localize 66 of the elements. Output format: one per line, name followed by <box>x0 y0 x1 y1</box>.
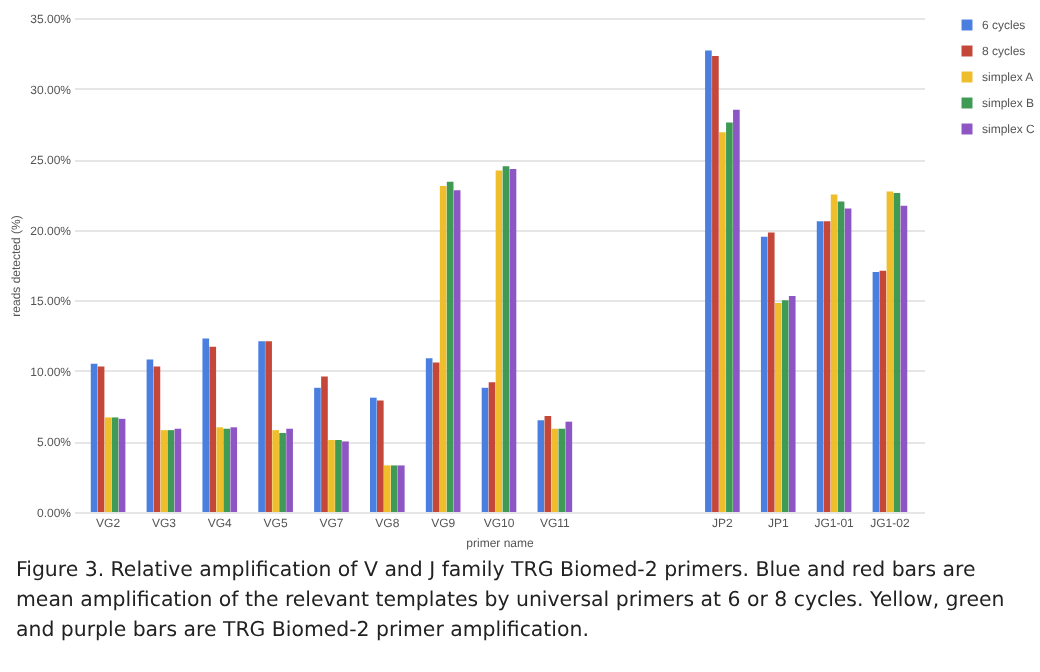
bar <box>726 122 733 512</box>
bar <box>844 208 852 512</box>
bar <box>537 420 545 512</box>
caption: Figure 3. Relative amplification of V and J family TRG Biomed-2 primers. Blue and red bars are mean amplification of the relevant templates by universal primers at 6 or 8 cycles. Yellow, green and purple bars are TRG Biomed-2 primer amplification. <box>16 558 1007 646</box>
bar <box>258 341 265 512</box>
bar <box>174 428 182 512</box>
bar <box>879 270 887 512</box>
bar <box>328 440 335 512</box>
bar <box>146 359 154 512</box>
bar <box>223 428 231 512</box>
bar <box>781 300 789 512</box>
bar <box>383 465 391 512</box>
bar <box>425 358 433 512</box>
bar <box>509 169 517 512</box>
bar <box>872 272 880 512</box>
bar <box>774 303 782 512</box>
bar <box>788 296 796 512</box>
bar <box>230 427 238 512</box>
bar <box>488 382 496 512</box>
bar <box>209 346 217 512</box>
bar <box>733 109 740 512</box>
bar <box>439 185 447 512</box>
bar <box>279 432 286 512</box>
bar <box>558 428 566 512</box>
bar <box>719 132 726 512</box>
bar <box>446 181 454 512</box>
bar <box>369 397 377 512</box>
bar <box>321 376 328 512</box>
bar <box>551 428 559 512</box>
bar <box>397 465 405 512</box>
bar <box>390 465 398 512</box>
bar <box>837 201 845 512</box>
bar <box>314 387 321 512</box>
bar <box>453 190 461 512</box>
bar <box>111 417 119 512</box>
bar <box>202 338 210 512</box>
bar <box>90 363 98 512</box>
bar <box>160 430 168 512</box>
bar <box>495 170 503 512</box>
bar <box>335 440 342 512</box>
bar <box>481 387 489 512</box>
bar <box>342 441 349 512</box>
bar <box>376 400 384 512</box>
bar <box>886 191 894 512</box>
bar <box>432 362 440 512</box>
bar <box>767 232 775 512</box>
bar <box>286 428 293 512</box>
bar <box>104 417 112 512</box>
bar <box>900 205 908 512</box>
bar <box>565 421 573 512</box>
bar <box>216 427 224 512</box>
bar <box>153 366 161 512</box>
bar <box>760 236 768 512</box>
bar <box>502 166 510 512</box>
bar <box>705 50 712 512</box>
bar <box>272 430 279 512</box>
bar <box>544 416 552 512</box>
bar <box>265 341 272 512</box>
bar <box>118 418 126 512</box>
bar <box>167 430 175 512</box>
bar <box>712 56 719 512</box>
bar <box>893 193 901 512</box>
bar <box>816 221 824 512</box>
bar <box>830 194 838 512</box>
bar <box>97 366 105 512</box>
bar <box>823 221 831 512</box>
